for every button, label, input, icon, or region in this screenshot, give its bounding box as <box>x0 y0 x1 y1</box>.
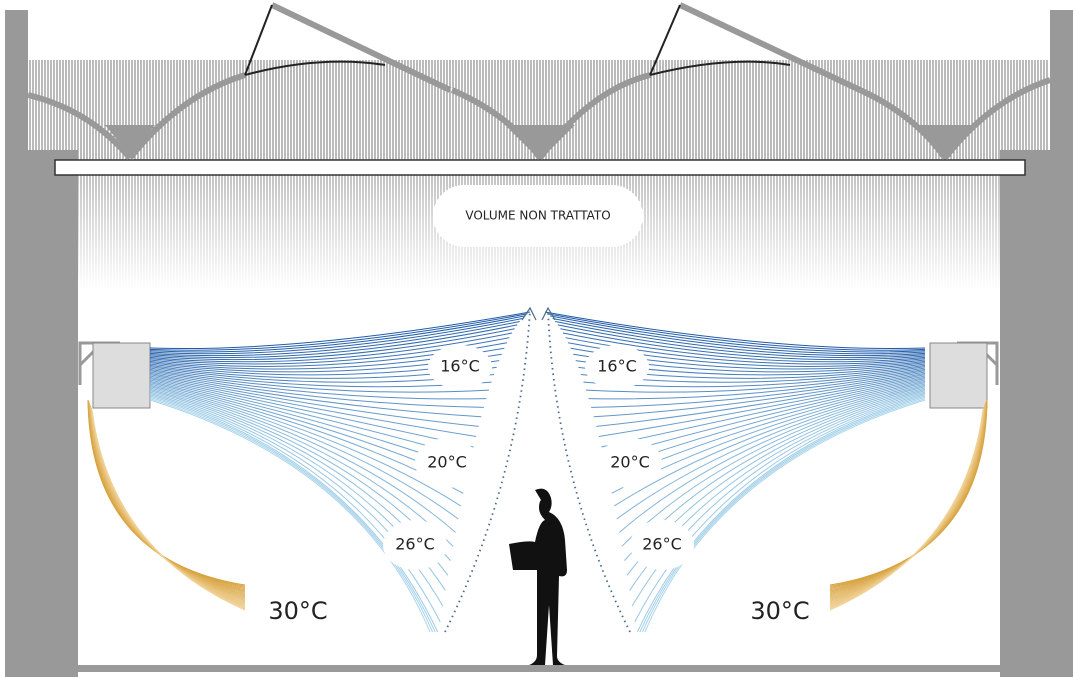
cool-air-line <box>639 396 926 633</box>
cool-air-line <box>149 324 518 359</box>
cool-air-line <box>149 368 490 393</box>
cool-air-line <box>149 399 431 633</box>
warm-air-line <box>91 408 246 609</box>
left-unit <box>78 341 151 409</box>
roof-arches <box>27 2 1051 160</box>
cool-air-line <box>149 318 523 355</box>
cool-air-line <box>547 313 926 351</box>
cool-air-line <box>149 328 515 361</box>
cool-air-line <box>149 384 459 520</box>
label-bgs <box>383 345 694 570</box>
warm-air-line <box>829 409 984 611</box>
skylights <box>244 4 791 76</box>
cool-air-line <box>149 395 439 633</box>
cool-air-line <box>550 315 926 353</box>
cool-air-line <box>616 384 926 520</box>
beam <box>54 159 1026 176</box>
temp-label: 30°C <box>750 597 809 625</box>
person <box>509 488 567 665</box>
cool-air-line <box>149 321 520 357</box>
cool-air-line <box>149 394 441 623</box>
right-column <box>1000 150 1050 677</box>
cool-air-line <box>149 311 531 350</box>
cool-air-line <box>641 398 926 633</box>
cool-air-line <box>149 376 474 448</box>
cool-air-line <box>149 387 454 547</box>
cool-air-line <box>621 387 926 547</box>
left-column <box>28 150 78 677</box>
temp-label: 20°C <box>427 453 467 472</box>
cool-air-line <box>544 311 926 350</box>
cool-air-line <box>149 372 482 418</box>
cool-air-line <box>560 328 926 361</box>
warm-air-line <box>91 409 246 611</box>
cool-air-line <box>596 374 926 427</box>
warm-air-line <box>91 409 246 610</box>
cool-air-line <box>557 324 926 359</box>
right-wall <box>1050 10 1073 677</box>
cool-air-line <box>149 370 487 400</box>
left-wall <box>5 10 28 677</box>
temp-label: 26°C <box>642 535 682 554</box>
untreated-label: VOLUME NON TRATTATO <box>465 209 610 223</box>
cool-air-line <box>149 386 456 533</box>
cool-air-line <box>636 395 926 633</box>
cool-air-line <box>591 371 926 408</box>
cool-air-line <box>149 313 528 351</box>
cool-air-line <box>555 321 926 357</box>
temp-label: 16°C <box>597 357 637 376</box>
cool-air-line <box>149 332 513 363</box>
cool-air-line <box>585 368 926 393</box>
cool-air-line <box>613 383 926 507</box>
cool-air-line <box>149 383 462 507</box>
cool-air-line <box>588 370 926 400</box>
warm-air-line <box>829 409 984 610</box>
cool-air-line <box>598 375 926 438</box>
cool-air-line <box>552 318 926 355</box>
air-flows <box>87 311 988 633</box>
cool-air-line <box>644 399 926 633</box>
cool-air-line <box>634 394 926 623</box>
floor <box>78 665 1000 672</box>
cool-air-line <box>149 371 484 408</box>
temp-label: 30°C <box>268 597 327 625</box>
cool-air-line <box>601 376 926 448</box>
cool-air-line <box>149 398 434 633</box>
rising-air <box>444 306 631 633</box>
label-bg <box>433 185 643 247</box>
cool-air-line <box>149 315 525 353</box>
cool-air-line <box>619 386 926 533</box>
temp-label: 16°C <box>440 357 480 376</box>
cool-air-line <box>593 372 926 418</box>
warm-air-line <box>829 408 984 609</box>
cool-air-line <box>149 375 477 438</box>
cool-air-line <box>562 332 926 363</box>
cool-air-line <box>149 374 479 427</box>
right-unit <box>929 341 999 409</box>
cool-air-line <box>149 396 436 633</box>
temp-label: 20°C <box>610 453 650 472</box>
temp-label: 26°C <box>395 535 435 554</box>
